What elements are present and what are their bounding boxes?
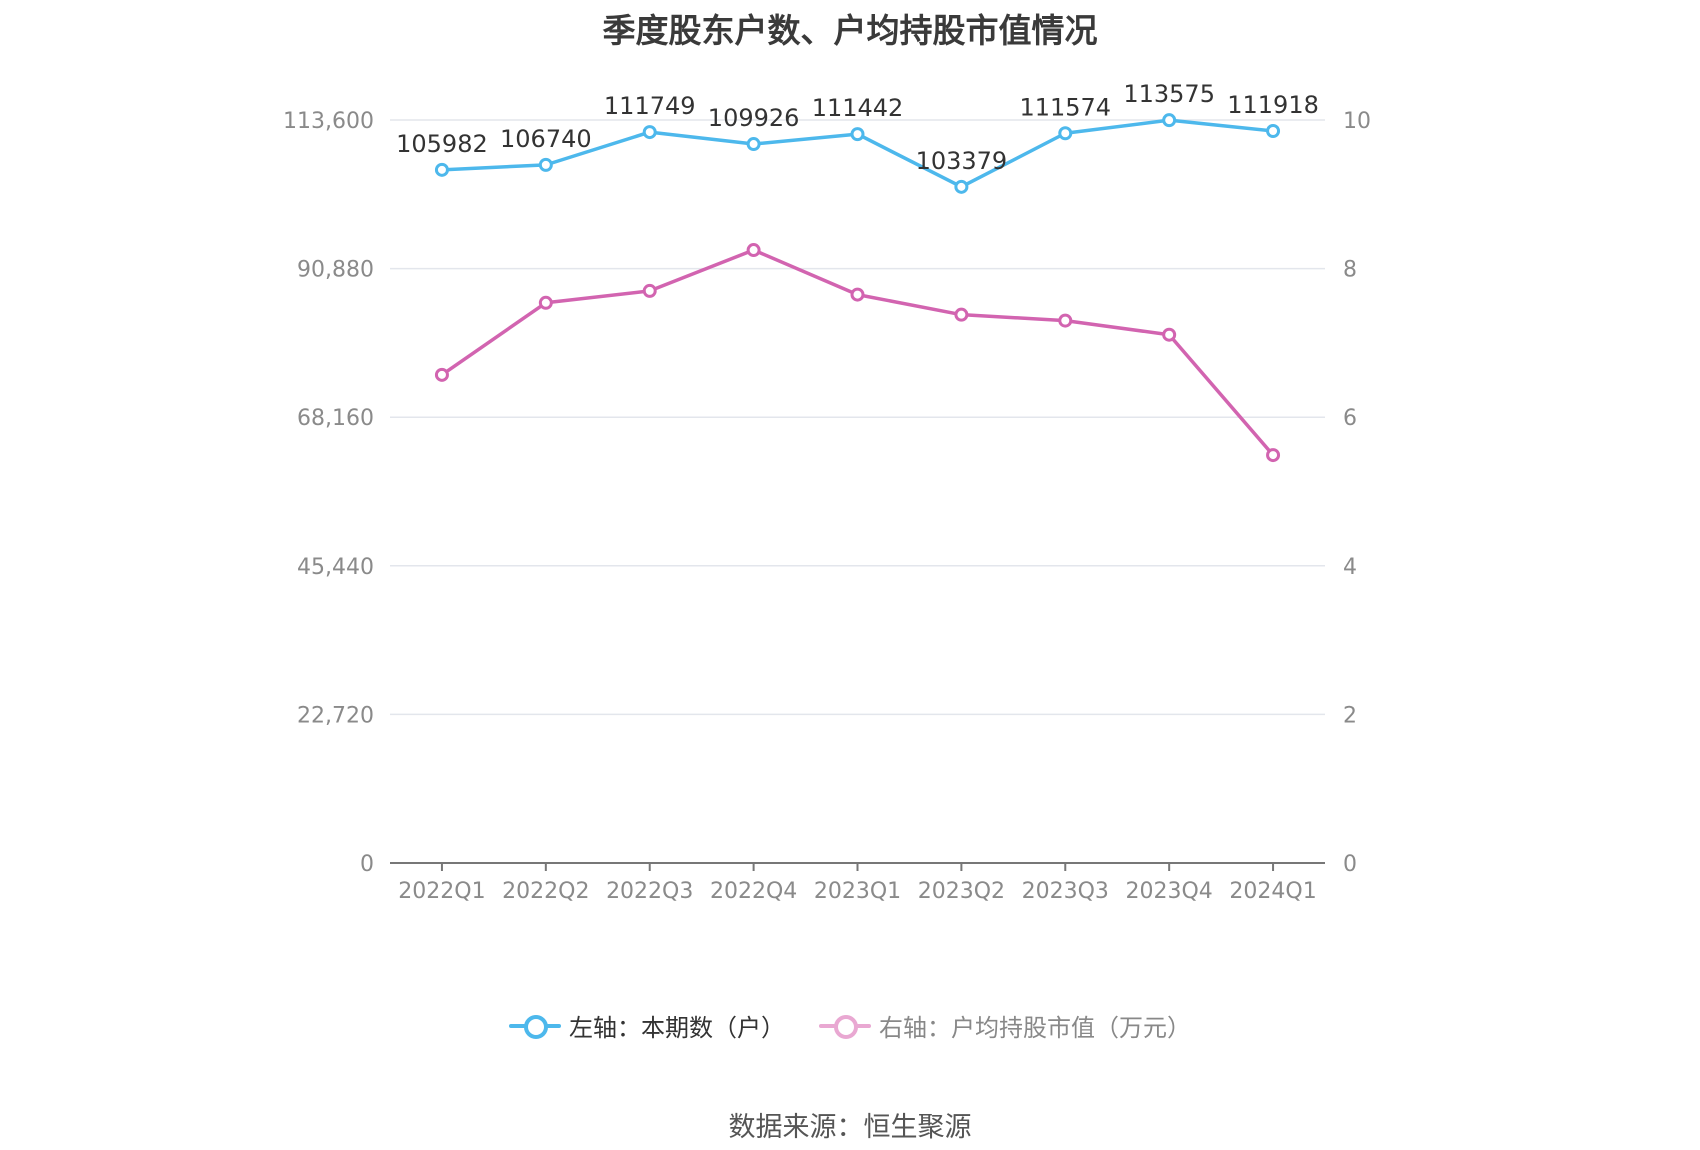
- data-point-households: [538, 157, 553, 172]
- left-axis-tick-label: 68,160: [297, 406, 374, 431]
- x-axis-tick-label: 2023Q2: [918, 879, 1005, 904]
- data-point-households: [1162, 113, 1177, 128]
- data-point-avg-value: [434, 367, 449, 382]
- right-axis-tick-label: 2: [1343, 703, 1357, 728]
- data-point-avg-value: [850, 287, 865, 302]
- series-line-avg-value: [440, 248, 1275, 457]
- left-axis-tick-label: 0: [360, 852, 374, 877]
- x-axis-tick-label: 2022Q3: [606, 879, 693, 904]
- x-axis-tick-label: 2023Q3: [1022, 879, 1109, 904]
- x-axis-tick-label: 2022Q4: [710, 879, 797, 904]
- x-axis-tick-label: 2022Q1: [398, 879, 485, 904]
- legend-label-avg-value: 右轴：户均持股市值（万元）: [879, 1014, 1191, 1042]
- data-point-avg-value: [954, 307, 969, 322]
- data-point-avg-value: [538, 295, 553, 310]
- data-label: 111442: [812, 94, 904, 122]
- data-point-households: [746, 137, 761, 152]
- legend: 左轴：本期数（户） 右轴：户均持股市值（万元）: [0, 1008, 1700, 1043]
- data-label: 111918: [1227, 91, 1319, 119]
- chart-title: 季度股东户数、户均持股市值情况: [602, 11, 1098, 50]
- data-point-households: [954, 179, 969, 194]
- data-point-avg-value: [1058, 313, 1073, 328]
- data-point-households: [642, 125, 657, 140]
- legend-swatch-avg-value: [819, 1013, 871, 1039]
- data-label: 105982: [396, 130, 488, 158]
- data-point-households: [850, 127, 865, 142]
- data-point-avg-value: [1162, 327, 1177, 342]
- right-axis-tick-label: 0: [1343, 852, 1357, 877]
- x-axis-tick-label: 2023Q4: [1126, 879, 1213, 904]
- right-axis-tick-label: 6: [1343, 406, 1357, 431]
- left-axis-tick-label: 90,880: [297, 258, 374, 283]
- left-axis-tick-label: 22,720: [297, 703, 374, 728]
- data-label: 109926: [708, 104, 800, 132]
- data-point-avg-value: [642, 283, 657, 298]
- data-label: 106740: [500, 125, 592, 153]
- data-label: 103379: [916, 147, 1008, 175]
- source-note: 数据来源：恒生聚源: [728, 1112, 972, 1143]
- data-label: 111574: [1019, 93, 1111, 121]
- x-axis-tick-label: 2022Q2: [502, 879, 589, 904]
- data-point-households: [1266, 124, 1281, 139]
- data-point-households: [434, 162, 449, 177]
- left-axis-tick-label: 45,440: [297, 555, 374, 580]
- legend-item-households[interactable]: 左轴：本期数（户）: [509, 1008, 785, 1043]
- right-axis-tick-label: 8: [1343, 258, 1357, 283]
- legend-swatch-households: [509, 1013, 561, 1039]
- x-axis-tick-label: 2024Q1: [1229, 879, 1316, 904]
- x-axis-tick-label: 2023Q1: [814, 879, 901, 904]
- data-label: 111749: [604, 92, 696, 120]
- right-axis-tick-label: 10: [1343, 109, 1371, 134]
- left-axis-tick-label: 113,600: [283, 109, 374, 134]
- legend-item-avg-value[interactable]: 右轴：户均持股市值（万元）: [819, 1008, 1191, 1043]
- right-axis-tick-label: 4: [1343, 555, 1357, 580]
- data-point-avg-value: [746, 243, 761, 258]
- legend-label-households: 左轴：本期数（户）: [569, 1014, 785, 1042]
- data-point-avg-value: [1266, 448, 1281, 463]
- data-label: 113575: [1123, 80, 1215, 108]
- data-point-households: [1058, 126, 1073, 141]
